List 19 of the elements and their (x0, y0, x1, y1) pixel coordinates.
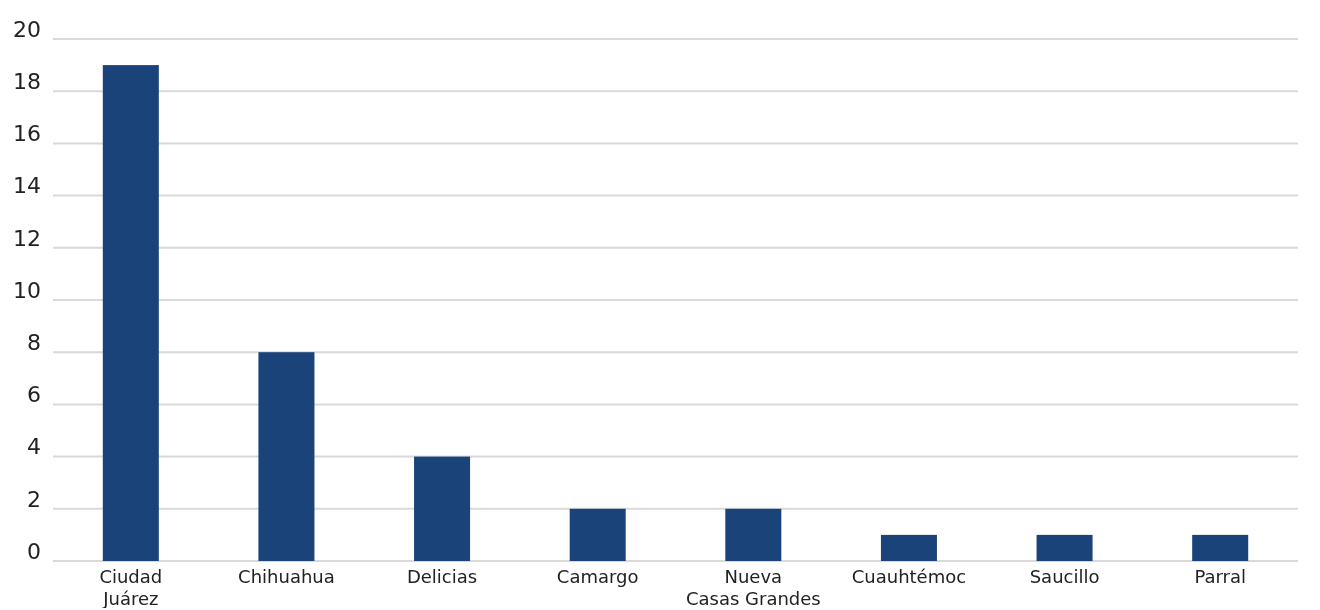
x-tick-label: Ciudad Juárez (99, 566, 163, 609)
y-tick-label: 6 (27, 382, 41, 408)
y-tick-label: 4 (27, 434, 41, 460)
y-tick-label: 10 (13, 277, 41, 303)
y-tick-label: 14 (13, 173, 41, 199)
y-tick-label: 18 (13, 69, 41, 94)
y-tick-label: 12 (13, 225, 41, 251)
x-tick-label: Chihuahua (238, 566, 335, 587)
x-tick-label: Camargo (556, 566, 639, 587)
x-tick-label: Delicias (406, 566, 478, 587)
x-tick-label: Saucillo (1029, 566, 1100, 587)
y-tick-label: 2 (27, 486, 41, 512)
y-tick-label: 20 (13, 16, 41, 42)
y-tick-label: 16 (13, 121, 41, 147)
x-tick-label: Nueva Casas Grandes (685, 566, 821, 609)
x-tick-label: Cuauhtémoc (851, 566, 967, 587)
x-tick-label: Parral (1194, 566, 1246, 587)
y-tick-label: 8 (27, 330, 41, 355)
y-tick-label: 0 (27, 538, 41, 564)
